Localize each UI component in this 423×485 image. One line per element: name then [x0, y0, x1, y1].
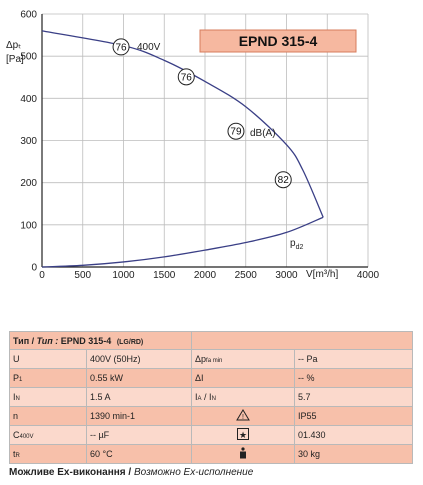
table-header-row: Тип / Тип : EPND 315-4 (LG/RD)	[9, 331, 413, 350]
x-tick-label: 1500	[153, 270, 176, 281]
x-tick-label: 2000	[194, 270, 217, 281]
value-speed: 1390 min-1	[86, 406, 192, 426]
fan-performance-chart: 76 76 79 82 0 500 1000 1500 2000 2500 3000 4000 0 10…	[6, 10, 380, 282]
y-tick-label: 100	[20, 220, 37, 231]
voltage-label: 400V	[137, 42, 161, 53]
tick-labels: 0 500 1000 1500 2000 2500 3000 4000 0 100 200 300 40…	[20, 10, 379, 282]
spec-table: Тип / Тип : EPND 315-4 (LG/RD) U 400V (5…	[9, 331, 413, 464]
y-tick-label: 400	[20, 94, 37, 105]
y-tick-label: 300	[20, 136, 37, 147]
svg-text:★: ★	[239, 430, 247, 440]
label-power: P1	[9, 368, 87, 388]
table-row: C400V -- µF ★ 01.430	[9, 425, 413, 445]
table-row: P1 0.55 kW ΔI -- %	[9, 368, 413, 388]
y-tick-label: 200	[20, 178, 37, 189]
x-tick-label: 500	[74, 270, 91, 281]
ex-version-note: Можливе Ex-виконання / Возможно Ex-испол…	[9, 467, 254, 478]
noise-marker-label: 82	[278, 175, 290, 186]
value-power: 0.55 kW	[86, 368, 192, 388]
pd2-label-sub: d2	[296, 244, 304, 251]
table-row: tR 60 °C 30 kg	[9, 444, 413, 464]
value-ia-in: 5.7	[294, 387, 413, 407]
label-speed: n	[9, 406, 87, 426]
value-delta-i: -- %	[294, 368, 413, 388]
y-axis-unit: [Pa]	[6, 54, 24, 65]
value-temperature: 60 °C	[86, 444, 192, 464]
label-voltage: U	[9, 349, 87, 369]
star-box-icon: ★	[191, 425, 295, 445]
grid	[41, 13, 369, 268]
label-current: IN	[9, 387, 87, 407]
x-tick-label: 0	[39, 270, 45, 281]
weight-icon	[191, 444, 295, 464]
series-layer	[41, 30, 324, 268]
svg-text:!: !	[242, 414, 244, 421]
y-axis-label: Δpₜ	[6, 40, 21, 51]
x-tick-label: 1000	[112, 270, 135, 281]
table-header-cell: Тип / Тип : EPND 315-4 (LG/RD)	[9, 331, 192, 350]
noise-markers: 76 76 79 82	[112, 38, 292, 189]
noise-marker-circle	[112, 38, 130, 56]
noise-marker-label: 76	[181, 72, 193, 83]
x-tick-label: 4000	[357, 270, 380, 281]
label-dp-fa-min: Δpfa min	[191, 349, 295, 369]
pd2-label: pd2	[290, 238, 303, 251]
noise-marker-label: 79	[230, 127, 242, 138]
y-tick-label: 0	[31, 263, 37, 274]
value-article-number: 01.430	[294, 425, 413, 445]
value-ip-rating: IP55	[294, 406, 413, 426]
table-row: U 400V (50Hz) Δpfa min -- Pa	[9, 349, 413, 369]
y-tick-label: 600	[20, 10, 37, 21]
label-capacitor: C400V	[9, 425, 87, 445]
x-tick-label: 2500	[235, 270, 258, 281]
chart-title-box	[199, 29, 357, 53]
y-tick-label: 500	[20, 52, 37, 63]
table-header-empty	[191, 331, 413, 350]
noise-marker-label: 76	[115, 42, 127, 53]
label-delta-i: ΔI	[191, 368, 295, 388]
x-axis-label: V[m³/h]	[306, 269, 338, 280]
warning-triangle-icon: !	[191, 406, 295, 426]
value-weight: 30 kg	[294, 444, 413, 464]
noise-marker-circle	[274, 171, 292, 189]
dynamic-pressure-curve-pd2	[41, 216, 324, 268]
x-tick-label: 3000	[275, 270, 298, 281]
value-current: 1.5 A	[86, 387, 192, 407]
noise-marker-circle	[177, 68, 195, 86]
value-dp-fa-min: -- Pa	[294, 349, 413, 369]
noise-unit-label: dB(A)	[250, 128, 276, 139]
chart-title: EPND 315-4	[239, 33, 318, 49]
axes	[41, 14, 368, 268]
pressure-curve-400v	[41, 30, 324, 218]
label-temperature: tR	[9, 444, 87, 464]
label-ia-in: IA / IN	[191, 387, 295, 407]
table-row: IN 1.5 A IA / IN 5.7	[9, 387, 413, 407]
table-row: n 1390 min-1 ! IP55	[9, 406, 413, 426]
noise-marker-circle	[227, 122, 245, 140]
value-voltage: 400V (50Hz)	[86, 349, 192, 369]
value-capacitor: -- µF	[86, 425, 192, 445]
